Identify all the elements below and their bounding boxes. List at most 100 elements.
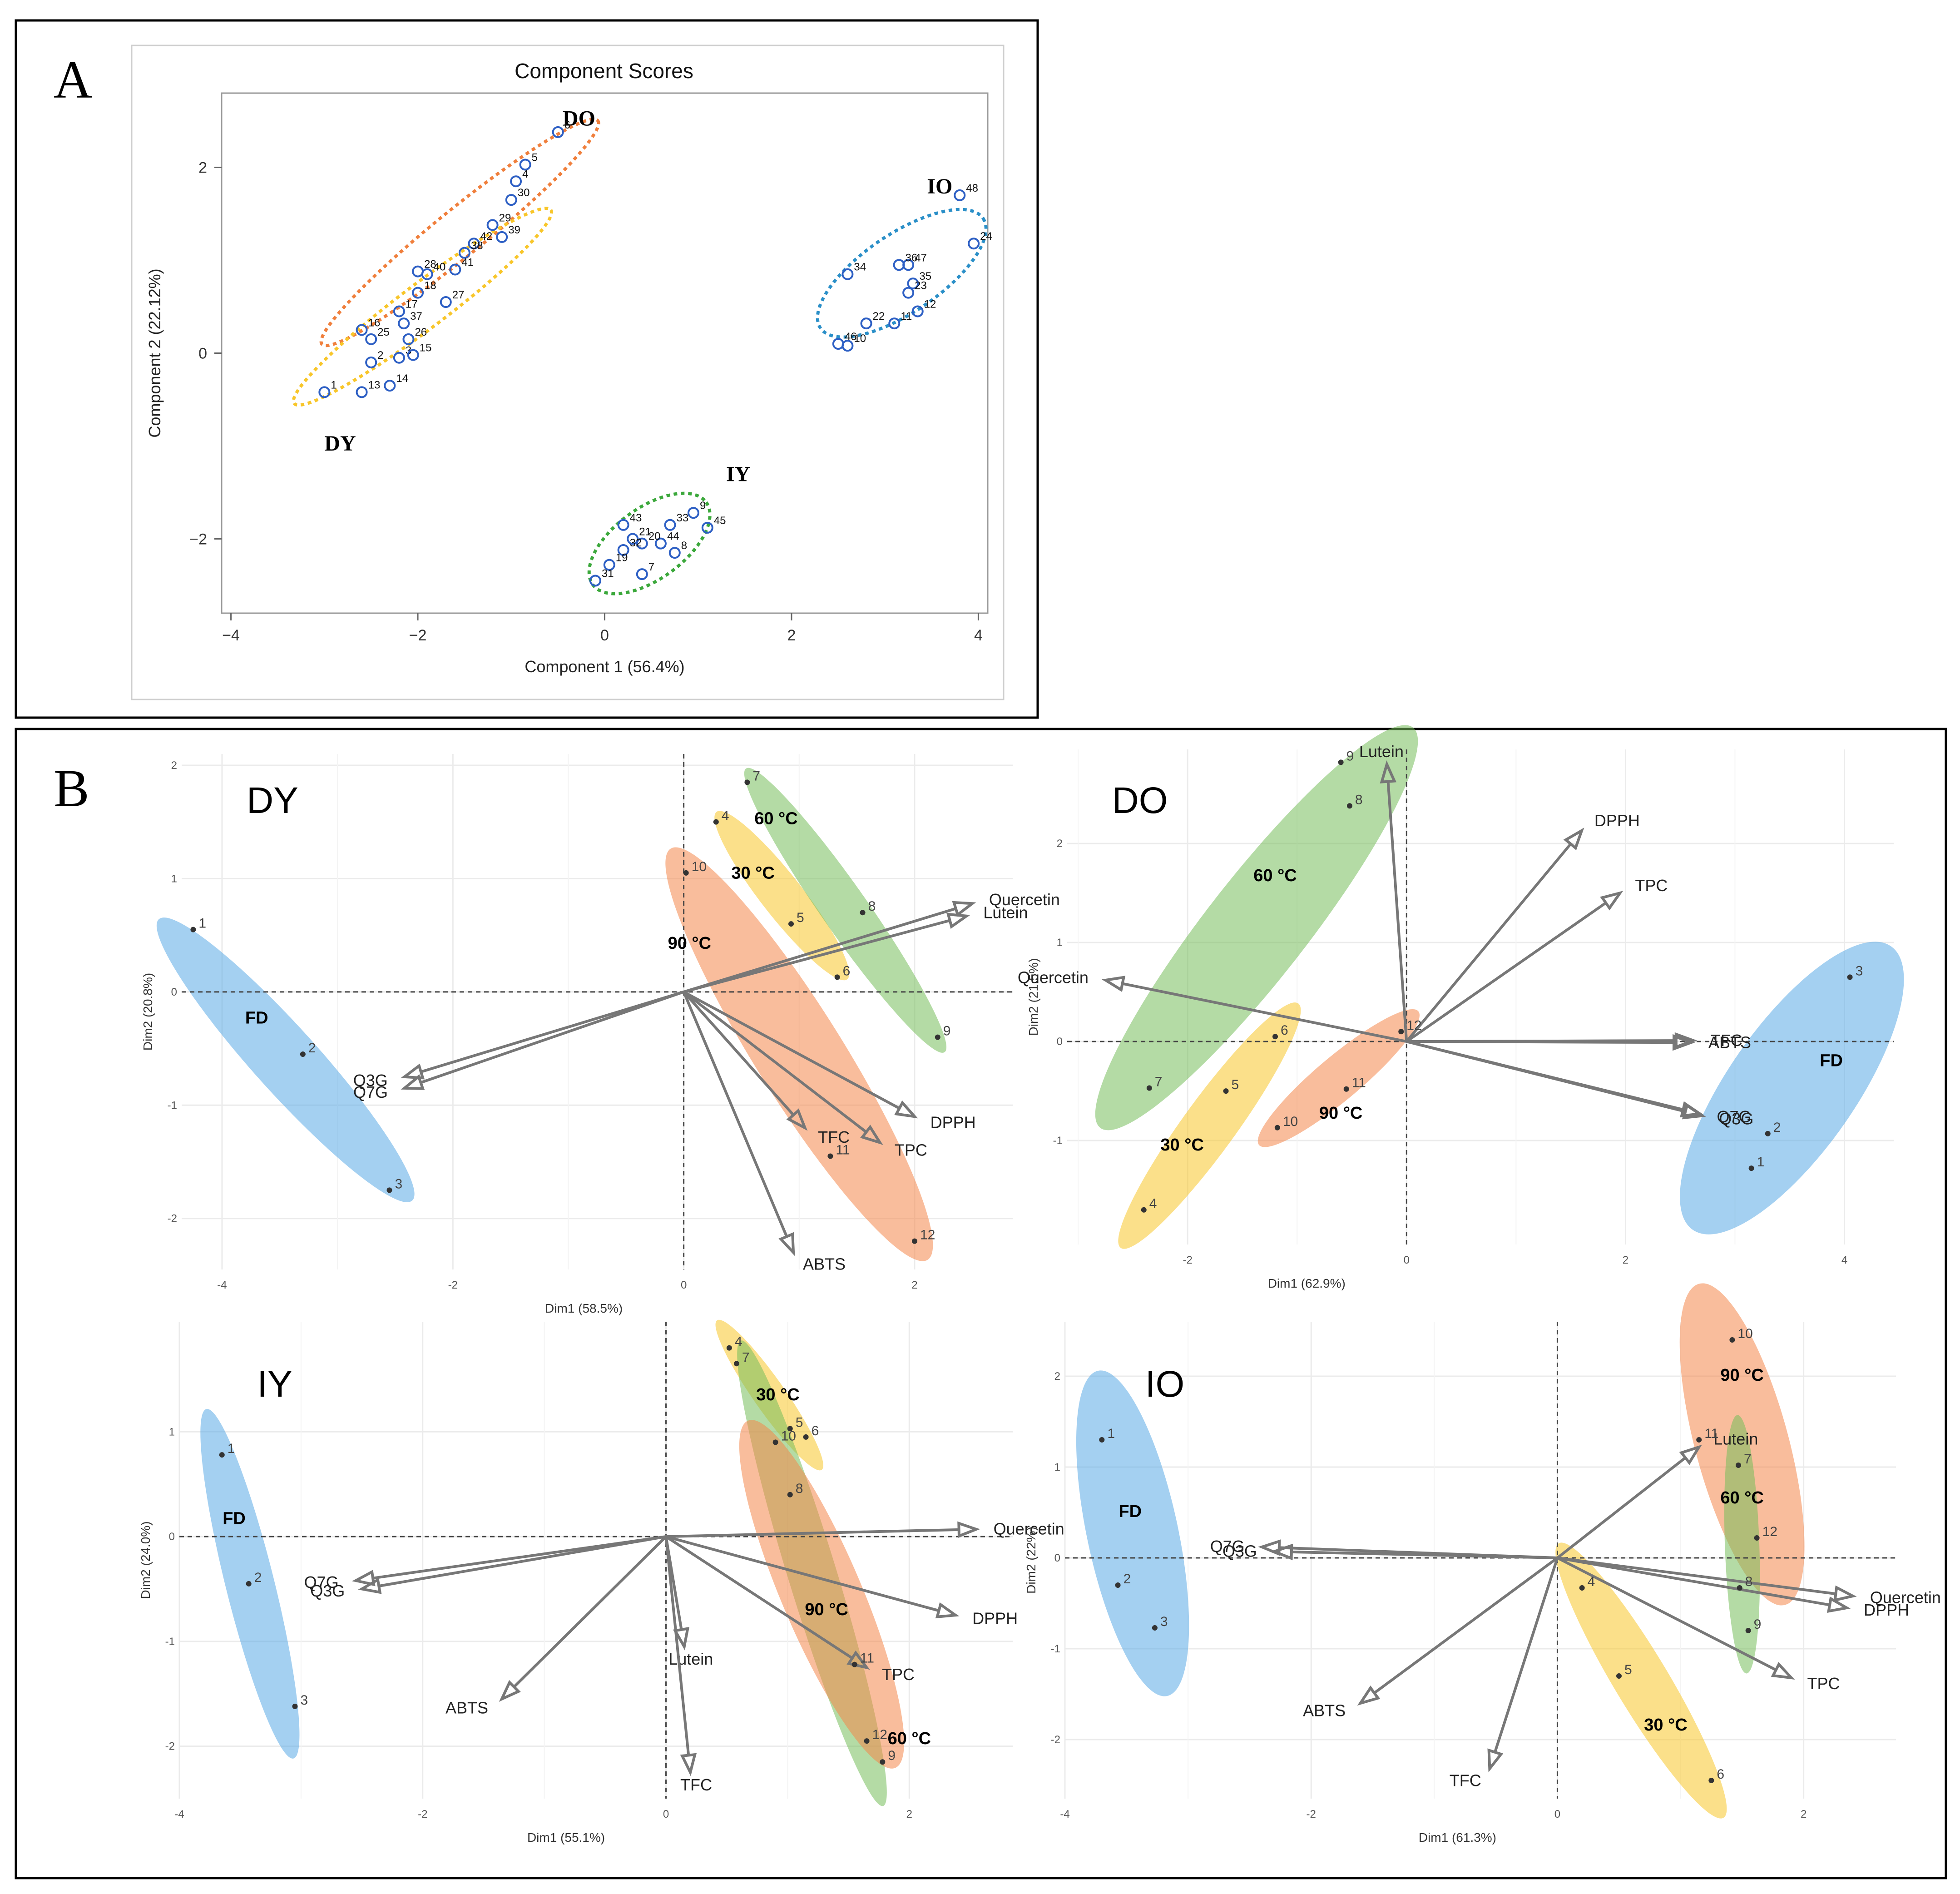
loading-arrowhead-abts — [499, 1680, 521, 1702]
loading-label-tfc: TFC — [818, 1128, 850, 1146]
sample-point-label: 6 — [1717, 1767, 1724, 1782]
score-point-label: 37 — [410, 310, 422, 322]
loading-arrowhead-tpc — [1771, 1662, 1795, 1680]
loading-label-abts: ABTS — [1708, 1033, 1751, 1051]
score-point-label: 2 — [377, 349, 383, 362]
sample-point — [911, 1238, 917, 1244]
score-point — [398, 317, 410, 330]
loading-arrow-q7g — [372, 1535, 666, 1580]
group-ellipse-fd — [156, 917, 415, 1202]
score-point-label: 21 — [639, 526, 651, 538]
score-point — [701, 521, 713, 534]
score-point — [617, 519, 629, 531]
group-label-do: DO — [563, 107, 595, 131]
sample-point — [1115, 1582, 1121, 1588]
y-tick-label: 2 — [1054, 1370, 1060, 1383]
y-tick-label: 0 — [171, 986, 177, 998]
sample-point — [744, 779, 750, 785]
loading-arrowhead-tpc — [1600, 891, 1623, 911]
loading-label-abts: ABTS — [445, 1698, 488, 1717]
sample-point — [1745, 1628, 1751, 1633]
sample-point-label: 8 — [796, 1481, 803, 1496]
score-point-label: 41 — [461, 256, 474, 268]
group-label-90-c: 90 °C — [668, 934, 711, 953]
score-point — [365, 356, 377, 368]
x-tick-label: -4 — [217, 1279, 227, 1291]
sample-point-label: 2 — [1773, 1120, 1781, 1135]
sample-point — [292, 1703, 298, 1709]
score-point-label: 47 — [915, 252, 927, 264]
group-ellipse-dy — [292, 207, 553, 407]
loading-arrowhead-quercetin — [952, 901, 976, 917]
sample-point-label: 9 — [1754, 1617, 1762, 1632]
score-point — [907, 278, 919, 290]
score-point-label: 40 — [434, 261, 446, 273]
sample-point — [864, 1738, 870, 1744]
score-point — [911, 305, 924, 317]
sample-point — [713, 819, 719, 825]
y-axis-label: Dim2 (24.0%) — [139, 1521, 153, 1599]
sample-point — [1338, 759, 1344, 765]
sample-point — [1099, 1437, 1105, 1443]
score-point-label: 18 — [424, 280, 436, 292]
loading-label-abts: ABTS — [1303, 1701, 1346, 1720]
loading-arrowhead-q7g — [1680, 1101, 1704, 1118]
sample-point — [1579, 1585, 1585, 1591]
sample-point — [1735, 1463, 1741, 1468]
score-point-label: 10 — [854, 332, 866, 345]
y-tick-label: 1 — [1057, 937, 1063, 949]
loading-label-q7g: Q7G — [1717, 1107, 1752, 1126]
score-point — [954, 189, 966, 201]
sample-point — [1737, 1585, 1742, 1591]
loading-arrowhead-q3g — [358, 1577, 382, 1594]
loading-label-quercetin: Quercetin — [1018, 968, 1089, 987]
x-tick-label: -2 — [448, 1279, 458, 1291]
group-ellipse-90-c — [1257, 1009, 1420, 1147]
loading-arrowhead-lutein — [673, 1626, 690, 1651]
sample-point — [1223, 1088, 1229, 1094]
sample-point-label: 6 — [843, 963, 851, 978]
sample-point — [834, 974, 840, 980]
loading-arrowhead-dpph — [1563, 828, 1584, 850]
sample-point-label: 2 — [308, 1041, 316, 1056]
y-tick-label: -1 — [1051, 1643, 1060, 1655]
score-point — [860, 317, 872, 330]
loading-arrow-quercetin — [1122, 982, 1407, 1043]
sample-point — [935, 1034, 940, 1040]
loading-label-tfc: TFC — [1450, 1771, 1481, 1790]
panel-title-iy: IY — [257, 1363, 292, 1405]
loading-arrowhead-tfc — [1487, 1748, 1504, 1773]
loading-arrow-abts — [1373, 1557, 1559, 1694]
loading-arrowhead-q7g — [351, 1570, 376, 1587]
sample-point — [1346, 803, 1352, 809]
loading-label-q3g: Q3G — [310, 1582, 345, 1600]
loading-arrow-q7g — [420, 991, 684, 1084]
sample-point — [880, 1759, 886, 1765]
score-point-label: 44 — [667, 531, 679, 543]
y-axis-label: Dim2 (22%) — [1024, 1527, 1038, 1594]
loading-arrow-dpph — [683, 991, 900, 1110]
x-axis-label: Dim1 (55.1%) — [527, 1830, 605, 1844]
group-ellipse-io — [816, 208, 988, 339]
group-label-90-c: 90 °C — [1319, 1104, 1362, 1123]
score-point-label: 17 — [406, 298, 418, 310]
sample-point — [851, 1661, 857, 1667]
score-point-label: 29 — [499, 212, 511, 224]
sample-point-label: 7 — [1155, 1075, 1163, 1090]
score-point-label: 1 — [331, 379, 337, 391]
score-point-label: 5 — [532, 151, 538, 164]
y-tick-label: 1 — [171, 873, 177, 885]
loading-arrow-dpph — [665, 1535, 940, 1612]
score-point-label: 31 — [602, 567, 614, 580]
score-point-label: 32 — [630, 537, 642, 549]
score-point-label: 38 — [471, 240, 483, 252]
y-axis-label: Dim2 (21.5%) — [1026, 958, 1040, 1036]
sample-point-label: 5 — [796, 1415, 803, 1430]
score-point — [384, 380, 396, 392]
sample-point — [246, 1581, 252, 1587]
loading-label-quercetin: Quercetin — [1870, 1588, 1941, 1607]
score-point-label: 30 — [518, 187, 530, 199]
biplot-iy: -4 -2 0 2 -2 -1 0 1 Dim1 (55.1%) Dim2 (24.0%) Quer… — [139, 1319, 1064, 1844]
